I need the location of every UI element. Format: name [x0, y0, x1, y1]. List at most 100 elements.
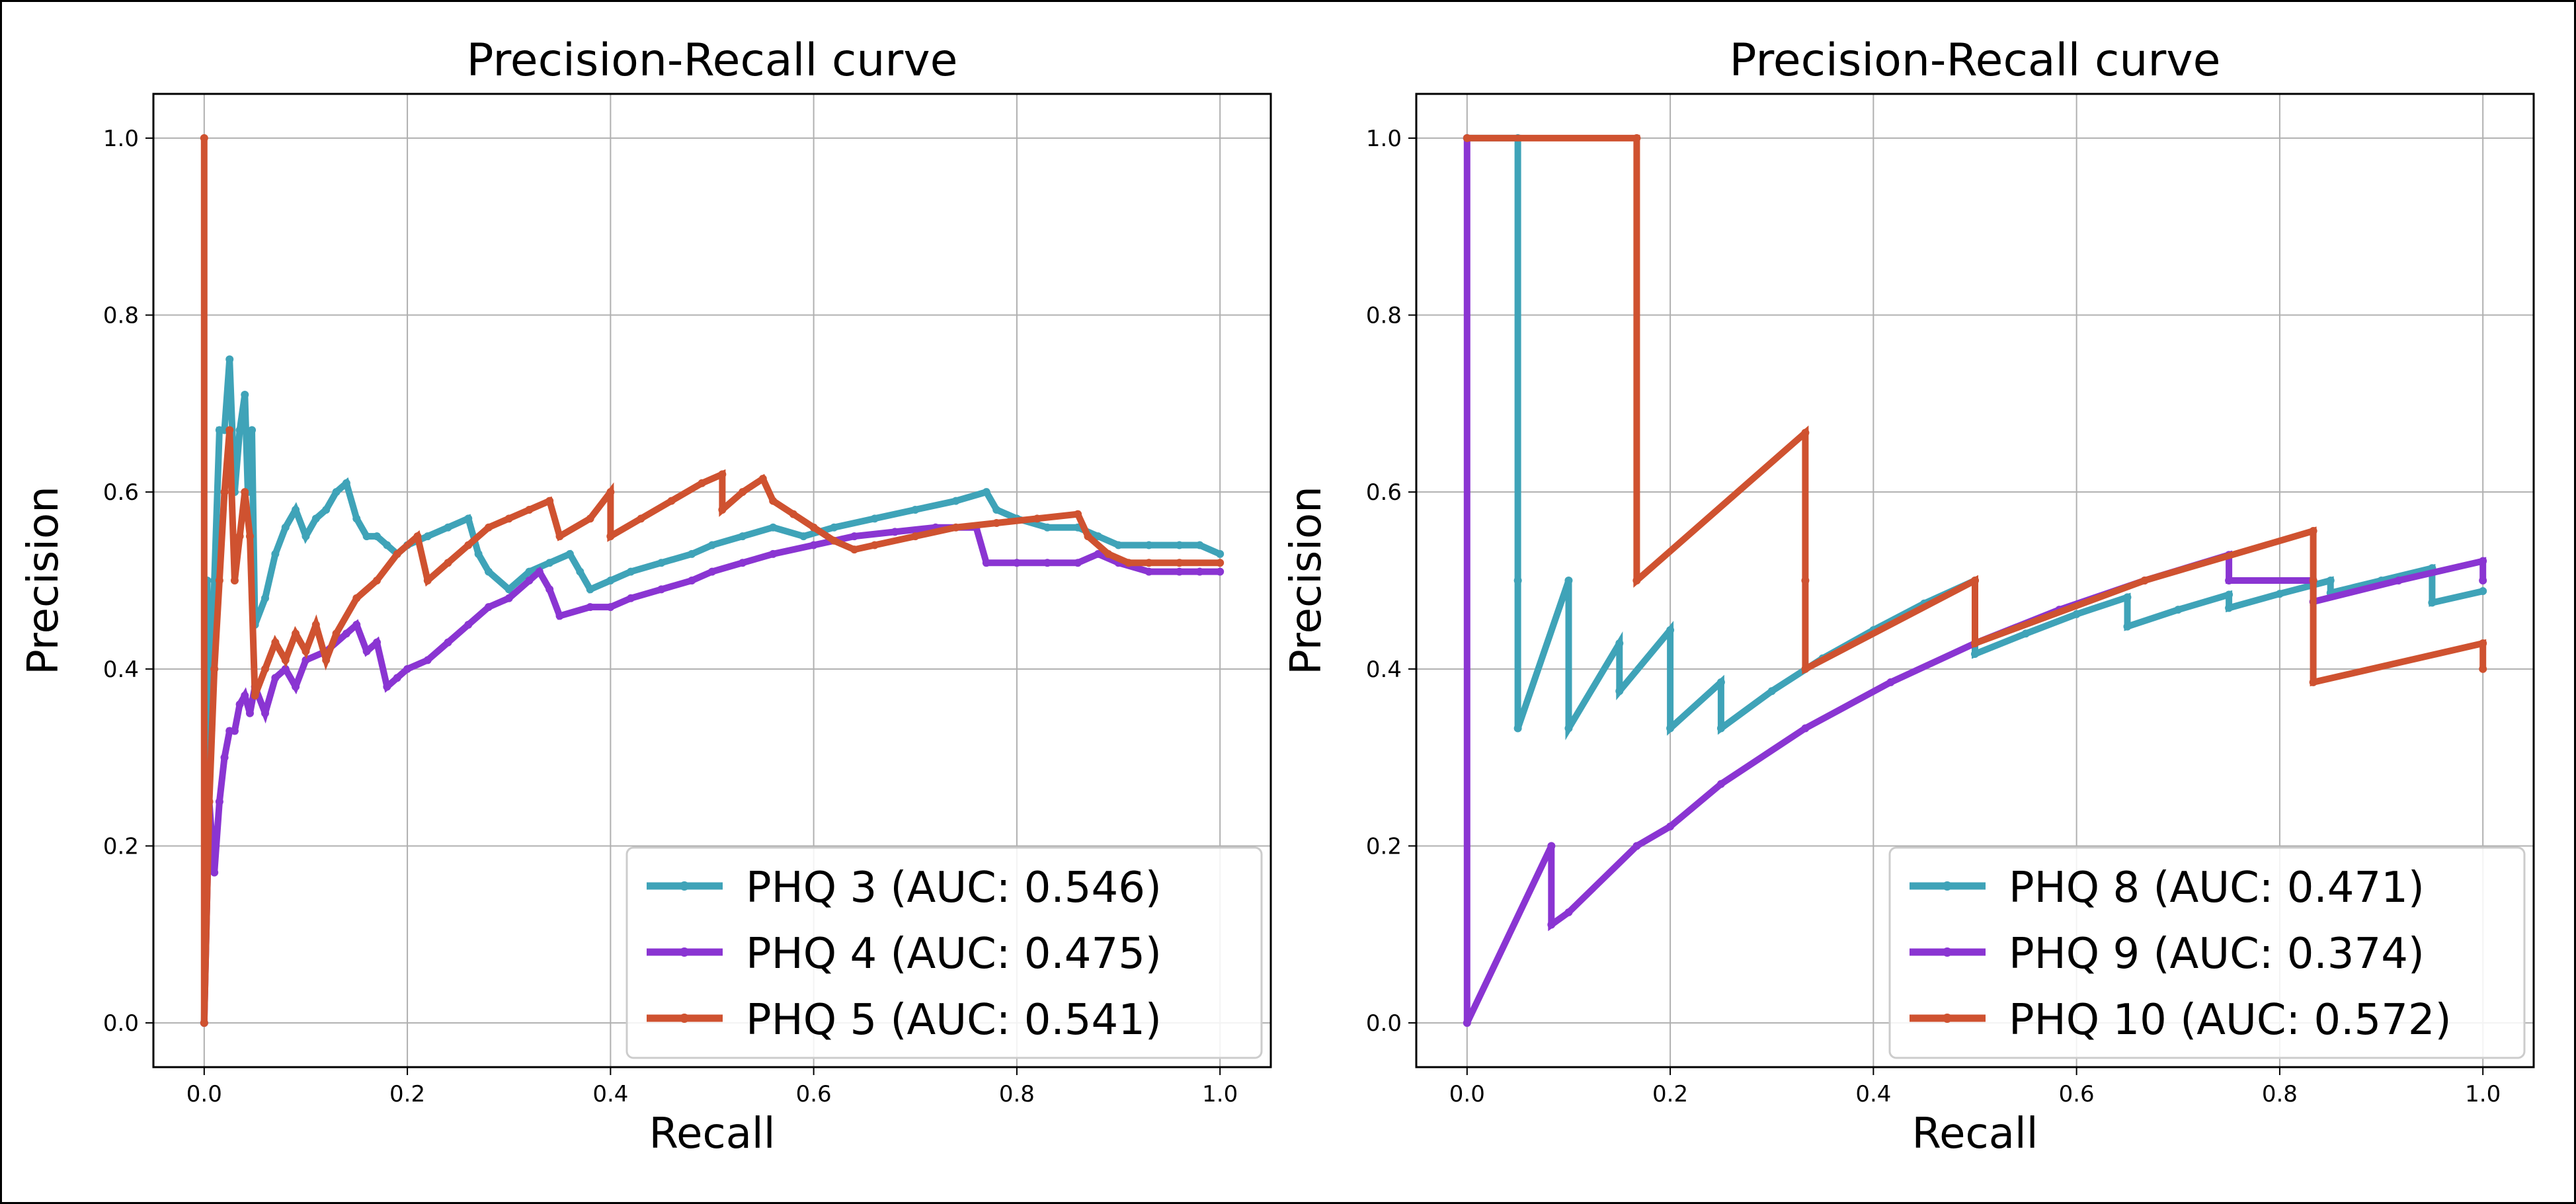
data-point	[951, 523, 960, 532]
data-point	[261, 664, 269, 673]
legend: PHQ 3 (AUC: 0.546) PHQ 4 (AUC: 0.475) PHQ …	[625, 846, 1263, 1059]
data-point	[1216, 549, 1225, 558]
legend-entry: PHQ 5 (AUC: 0.541)	[746, 996, 1162, 1045]
data-point	[606, 577, 615, 584]
data-point	[657, 585, 666, 594]
data-point	[911, 505, 920, 514]
data-point	[464, 620, 473, 629]
data-point	[271, 549, 280, 558]
data-point	[1216, 559, 1225, 567]
axes-frame	[1415, 93, 2535, 1068]
data-point	[758, 475, 767, 483]
data-point	[261, 709, 269, 717]
data-point	[606, 488, 615, 497]
y-tick-label: 0.0	[103, 1010, 139, 1037]
data-point	[982, 559, 990, 567]
data-point	[423, 656, 432, 664]
data-point	[2140, 577, 2149, 584]
data-point	[739, 532, 747, 541]
data-point	[1084, 532, 1092, 541]
data-point	[1195, 541, 1204, 549]
data-point	[393, 674, 401, 682]
series-line-1	[200, 524, 1221, 1023]
data-point	[352, 594, 361, 602]
data-point	[1124, 559, 1133, 567]
data-point	[444, 523, 452, 532]
data-point	[261, 594, 269, 602]
data-point	[225, 426, 234, 434]
legend-marker	[1943, 1014, 1952, 1023]
data-point	[1716, 724, 1725, 733]
data-point	[1666, 724, 1675, 733]
legend: PHQ 8 (AUC: 0.471) PHQ 9 (AUC: 0.374) PHQ …	[1888, 846, 2526, 1059]
data-point	[464, 541, 473, 549]
data-point	[2123, 622, 2132, 631]
data-point	[1145, 541, 1153, 549]
data-point	[1716, 678, 1725, 686]
data-point	[235, 700, 244, 709]
data-point	[525, 577, 534, 584]
chart-title: Precision-Recall curve	[1730, 34, 2221, 87]
data-point	[637, 514, 645, 523]
data-point	[485, 523, 493, 532]
data-point	[332, 629, 341, 638]
data-point	[982, 488, 990, 497]
data-point	[1716, 780, 1725, 788]
data-point	[504, 585, 513, 594]
data-point	[1114, 541, 1123, 549]
data-point	[870, 541, 879, 549]
data-point	[1547, 920, 1556, 929]
data-point	[311, 514, 320, 523]
data-point	[504, 514, 513, 523]
data-point	[235, 426, 244, 434]
data-point	[627, 567, 635, 576]
data-point	[1632, 842, 1641, 850]
data-point	[220, 753, 229, 762]
data-point	[708, 541, 716, 549]
data-point	[992, 505, 1001, 514]
data-point	[1513, 724, 1522, 733]
data-point	[2309, 527, 2317, 536]
data-point	[627, 594, 635, 602]
data-point	[555, 612, 564, 620]
x-tick-label: 0.6	[796, 1081, 832, 1107]
data-point	[1074, 510, 1082, 518]
data-point	[1632, 134, 1641, 142]
legend-marker	[680, 881, 689, 891]
legend-entry: PHQ 8 (AUC: 0.471)	[2009, 863, 2425, 912]
data-point	[444, 559, 452, 567]
x-tick-label: 0.2	[389, 1081, 425, 1107]
data-point	[200, 134, 208, 142]
data-point	[423, 577, 432, 584]
legend-entry: PHQ 10 (AUC: 0.572)	[2009, 996, 2452, 1045]
data-point	[992, 519, 1001, 528]
data-point	[525, 505, 534, 514]
data-point	[504, 594, 513, 602]
data-point	[2309, 577, 2317, 584]
data-point	[245, 709, 254, 717]
data-point	[830, 536, 838, 545]
data-point	[576, 567, 584, 576]
data-point	[2225, 590, 2234, 599]
data-point	[1615, 687, 1624, 696]
data-point	[271, 674, 280, 682]
x-axis-label: Recall	[649, 1109, 776, 1158]
data-point	[606, 603, 615, 612]
legend-marker	[1943, 881, 1952, 891]
data-point	[2479, 639, 2487, 648]
y-tick-label: 0.6	[103, 479, 139, 506]
legend-entry: PHQ 9 (AUC: 0.374)	[2009, 930, 2425, 979]
data-point	[403, 664, 412, 673]
data-point	[373, 638, 381, 647]
y-axis-label: Precision	[19, 486, 68, 675]
data-point	[1971, 650, 1979, 659]
data-point	[769, 549, 778, 558]
data-point	[1216, 567, 1225, 576]
y-tick-label: 0.2	[1366, 833, 1402, 860]
data-point	[2225, 577, 2234, 584]
data-point	[342, 479, 350, 487]
data-point	[1175, 541, 1184, 549]
data-point	[292, 629, 300, 638]
data-point	[1615, 639, 1624, 648]
data-point	[292, 505, 300, 514]
